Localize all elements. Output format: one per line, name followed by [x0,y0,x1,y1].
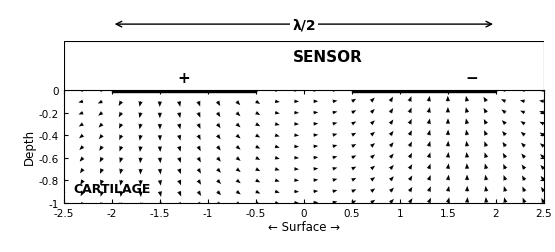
Bar [352,87,496,92]
Text: CARTILAGE: CARTILAGE [73,182,151,195]
Text: SENSOR: SENSOR [293,50,363,65]
Bar [112,87,256,92]
Text: λ/2: λ/2 [292,18,316,32]
Text: −: − [466,71,478,86]
Y-axis label: Depth: Depth [23,129,36,165]
X-axis label: ← Surface →: ← Surface → [268,220,340,233]
Text: +: + [178,71,190,86]
